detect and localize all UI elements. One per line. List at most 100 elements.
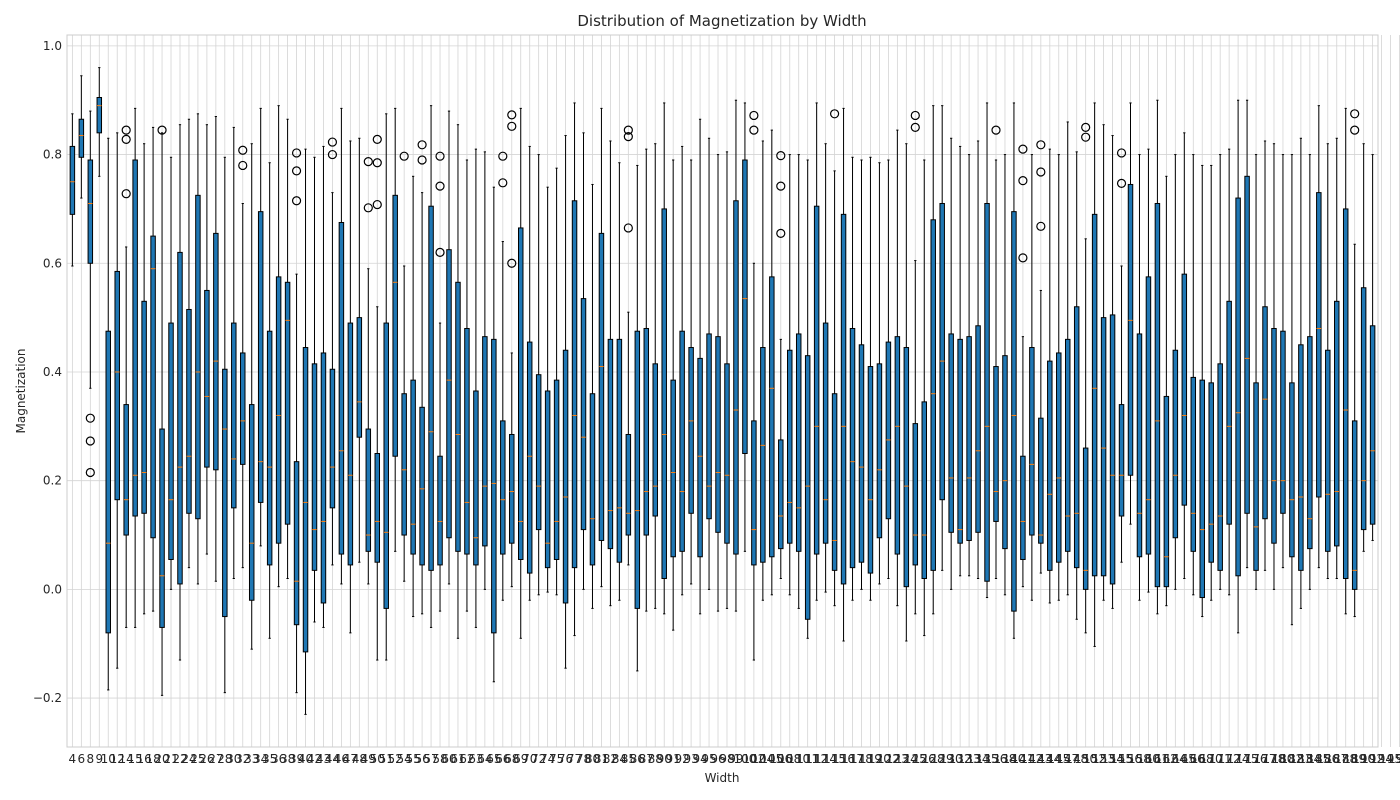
box-iqr [1280,330,1286,514]
outlier-point [372,134,382,144]
box-iqr [939,202,945,501]
box-iqr [293,461,300,626]
box-iqr [159,428,165,628]
box-iqr [311,363,318,571]
box-iqr [1244,175,1250,514]
x-tick-label: 75 [549,752,564,766]
plot-frame [66,34,1379,748]
x-tick-label: 152 [1083,752,1106,766]
box-iqr [607,338,614,550]
box-iqr [1136,333,1143,558]
x-tick-label: 35 [262,752,277,766]
box-iqr [804,355,811,620]
x-tick-label: 134 [967,752,990,766]
box-iqr [1064,338,1071,552]
box-iqr [1253,382,1259,571]
box-iqr [1154,202,1161,588]
x-tick-label: 171 [1209,752,1232,766]
box-iqr [132,159,138,517]
box-iqr [912,423,919,566]
x-tick-label: 195 [1379,752,1400,766]
x-tick-label: 16 [136,752,151,766]
x-tick-label: 39 [289,752,304,766]
x-tick-label: 84 [612,752,627,766]
outlier-point [121,134,131,144]
x-tick-label: 133 [958,752,981,766]
box-iqr [1073,306,1080,569]
outlier-point [435,151,445,161]
x-tick-label: 98 [719,752,734,766]
box-iqr [517,227,524,560]
x-tick-label: 95 [701,752,716,766]
x-tick-label: 25 [190,752,205,766]
x-tick-label: 129 [931,752,954,766]
box-iqr [598,232,605,541]
box-iqr [356,317,363,438]
box-iqr [204,289,210,468]
box-iqr [365,428,372,552]
x-tick-label: 156 [1119,752,1142,766]
box-iqr [867,366,874,574]
box-iqr [1109,314,1116,585]
x-tick-label: 124 [895,752,918,766]
x-tick-label: 77 [567,752,582,766]
x-tick-label: 104 [751,752,774,766]
x-tick-label: 65 [486,752,501,766]
box-iqr [1047,360,1053,571]
box-iqr [500,420,506,555]
x-tick-label: 153 [1092,752,1115,766]
x-tick-label: 50 [370,752,385,766]
box-iqr [1100,317,1107,577]
x-tick-label: 70 [522,752,537,766]
x-tick-label: 49 [361,752,376,766]
x-tick-label: 177 [1254,752,1277,766]
box-iqr [1235,197,1241,577]
outlier-point [991,125,1001,135]
outlier-point [776,151,786,161]
outlier-point [1018,144,1028,154]
box-iqr [141,300,147,514]
outlier-point [399,151,409,161]
x-tick-label: 99 [728,752,743,766]
box-iqr [616,338,623,563]
box-iqr [688,347,694,514]
outlier-point [417,140,427,150]
x-tick-label: 102 [742,752,765,766]
x-tick-label: 18 [145,752,160,766]
box-iqr [706,333,712,520]
box-iqr [1369,325,1376,525]
box-iqr [813,205,820,555]
box-iqr [392,194,398,457]
box-iqr [769,276,775,558]
box-iqr [679,330,685,552]
outlier-point [85,436,95,446]
outlier-point [291,166,302,176]
outlier-point [910,110,920,121]
x-tick-label: 6 [78,752,86,766]
x-tick-label: 28 [217,752,232,766]
box-iqr [446,249,452,539]
x-tick-label: 141 [1011,752,1034,766]
x-tick-label: 74 [540,752,555,766]
y-tick-label: 0.6 [43,256,62,270]
x-tick-label: 14 [119,752,134,766]
box-iqr [347,322,354,566]
x-tick-label: 58 [432,752,447,766]
outlier-point [507,258,517,268]
x-tick-label: 27 [208,752,223,766]
box-iqr [795,333,802,552]
y-tick-label: 0.0 [43,582,62,596]
x-tick-label: 135 [976,752,999,766]
x-tick-label: 4 [69,752,77,766]
box-iqr [1038,417,1044,544]
outlier-point [776,228,786,238]
box-iqr [464,327,470,555]
x-tick-label: 76 [558,752,573,766]
x-tick-label: 55 [405,752,420,766]
y-axis-label: Magnetization [14,349,28,434]
box-iqr [903,347,910,588]
box-iqr [213,232,219,471]
x-tick-label: 91 [666,752,681,766]
x-tick-label: 128 [922,752,945,766]
x-tick-label: 24 [181,752,196,766]
